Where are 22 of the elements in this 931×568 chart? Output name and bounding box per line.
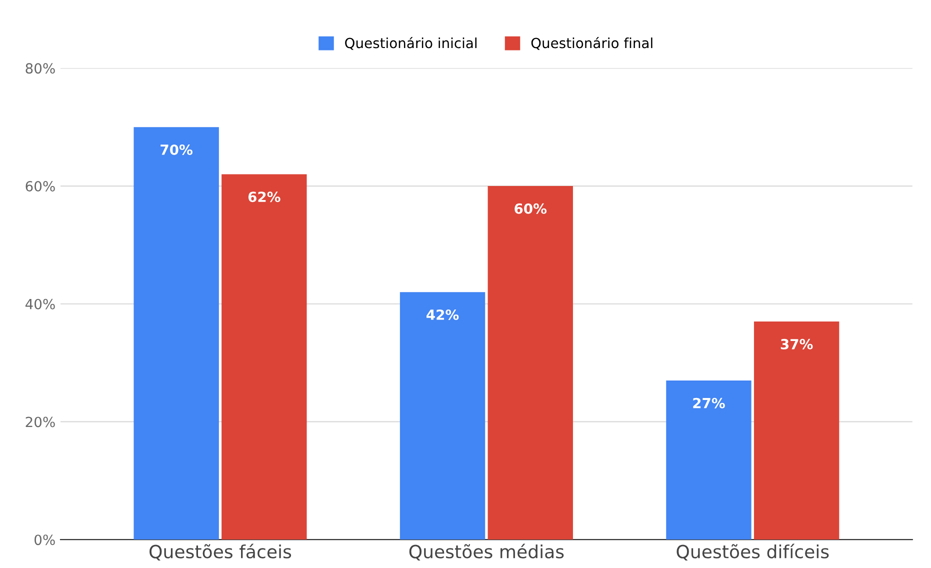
data-label: 27% [693,398,725,408]
y-tick-label: 80% [26,63,55,74]
legend-label: Questionário final [531,36,652,50]
data-label: 62% [248,192,280,202]
data-label: 42% [426,309,459,320]
x-tick-label: Questões médias [409,544,564,561]
data-label: 70% [160,144,192,155]
x-tick-label: Questões fáceis [150,544,292,561]
y-tick-label: 0% [34,534,55,546]
bar [754,322,840,540]
bar [666,380,752,540]
y-tick-label: 60% [26,180,55,192]
x-tick-label: Questões difíceis [676,544,829,561]
bar [222,174,307,540]
legend-label: Questionário inicial [345,36,476,50]
y-tick-label: 40% [25,298,55,310]
bar [488,186,573,540]
data-label: 37% [780,338,813,350]
bar [400,292,486,540]
data-label: 60% [514,203,547,214]
bar [134,127,219,540]
y-tick-label: 20% [26,416,55,428]
